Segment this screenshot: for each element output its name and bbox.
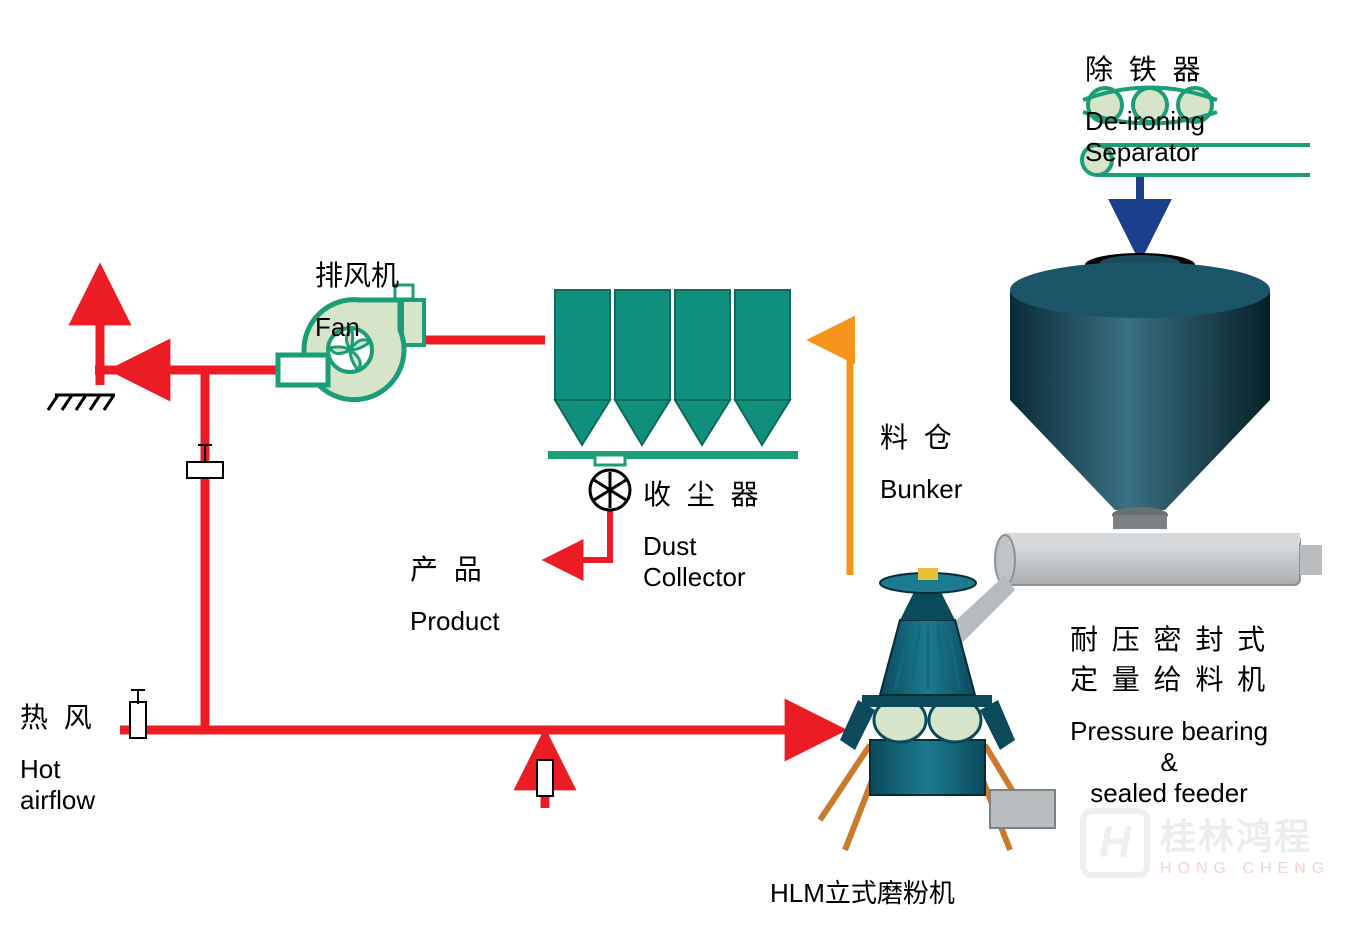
watermark-logo: H [1080, 808, 1150, 878]
label-bunker-en: Bunker [880, 474, 962, 505]
label-bunker: 料 仓 Bunker [880, 398, 962, 523]
label-product-cn: 产 品 [410, 548, 500, 588]
label-deiron: 除 铁 器 De-ironing Separator [1085, 30, 1205, 186]
label-hotair-cn: 热 风 [20, 696, 96, 736]
label-deiron-cn: 除 铁 器 [1085, 48, 1205, 88]
label-product: 产 品 Product [410, 530, 500, 655]
watermark-en: HONG CHENG [1160, 860, 1330, 878]
label-bunker-cn: 料 仓 [880, 416, 962, 456]
label-fan-en: Fan [315, 312, 399, 343]
flow-mill-to-dust [816, 340, 850, 575]
label-product-en: Product [410, 606, 500, 637]
label-feeder: 耐 压 密 封 式 定 量 给 料 机 Pressure bearing & s… [1070, 600, 1268, 827]
label-mill-cn: HLM立式磨粉机 [770, 873, 955, 910]
bunker [1010, 253, 1270, 529]
ground-symbol [48, 395, 115, 410]
label-fan: 排风机 Fan [315, 236, 399, 361]
label-dust-cn: 收 尘 器 [643, 473, 763, 513]
label-dust: 收 尘 器 Dust Collector [643, 455, 763, 611]
watermark: H 桂林鸿程 HONG CHENG [1080, 808, 1330, 878]
label-dust-en: Dust Collector [643, 531, 763, 593]
label-hotair-en: Hot airflow [20, 754, 96, 816]
label-feeder-cn: 耐 压 密 封 式 定 量 给 料 机 [1070, 618, 1268, 698]
label-hotair: 热 风 Hot airflow [20, 678, 96, 834]
label-feeder-en: Pressure bearing & sealed feeder [1070, 716, 1268, 809]
label-deiron-en: De-ironing Separator [1085, 106, 1205, 168]
vertical-mill [820, 568, 1055, 850]
flow-product-out [550, 505, 610, 560]
valve-2 [130, 690, 146, 738]
valve-1 [187, 445, 223, 478]
valve-3 [537, 760, 553, 796]
label-mill: HLM立式磨粉机 [770, 855, 955, 928]
watermark-cn: 桂林鸿程 [1160, 808, 1330, 860]
label-fan-cn: 排风机 [315, 254, 399, 294]
